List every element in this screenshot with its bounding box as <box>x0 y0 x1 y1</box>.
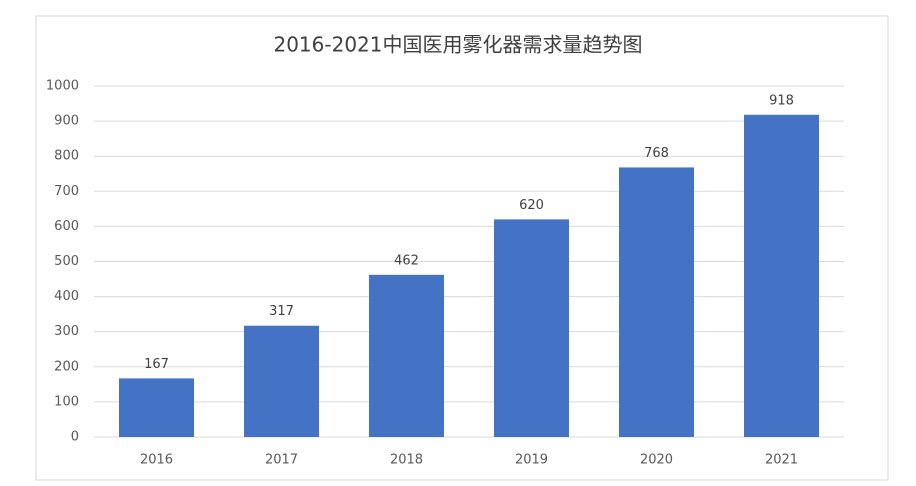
x-tick-label: 2020 <box>640 453 673 468</box>
bar <box>369 274 444 437</box>
y-tick-label: 500 <box>54 254 79 269</box>
x-tick-label: 2016 <box>140 453 173 468</box>
y-tick-label: 900 <box>54 114 79 129</box>
y-tick-label: 200 <box>54 359 79 374</box>
bar <box>744 114 819 438</box>
y-tick-label: 300 <box>54 324 79 339</box>
data-label: 462 <box>394 253 419 268</box>
bar <box>244 325 319 437</box>
x-tick-label: 2019 <box>515 453 548 468</box>
bar <box>494 219 569 437</box>
bar <box>619 167 694 437</box>
data-label: 918 <box>769 93 794 108</box>
data-label: 167 <box>144 357 169 372</box>
y-tick-label: 800 <box>54 149 79 164</box>
y-tick-label: 600 <box>54 219 79 234</box>
y-tick-label: 400 <box>54 289 79 304</box>
chart-title: 2016-2021中国医用雾化器需求量趋势图 <box>273 33 642 57</box>
x-tick-label: 2018 <box>390 453 423 468</box>
y-tick-label: 700 <box>54 184 79 199</box>
bar <box>119 378 194 437</box>
data-label: 317 <box>269 304 294 319</box>
y-tick-label: 1000 <box>46 79 79 94</box>
x-tick-label: 2021 <box>765 453 798 468</box>
y-tick-label: 0 <box>71 430 79 445</box>
data-label: 620 <box>519 198 544 213</box>
x-tick-label: 2017 <box>265 453 298 468</box>
data-label: 768 <box>644 146 669 161</box>
y-tick-label: 100 <box>54 394 79 409</box>
